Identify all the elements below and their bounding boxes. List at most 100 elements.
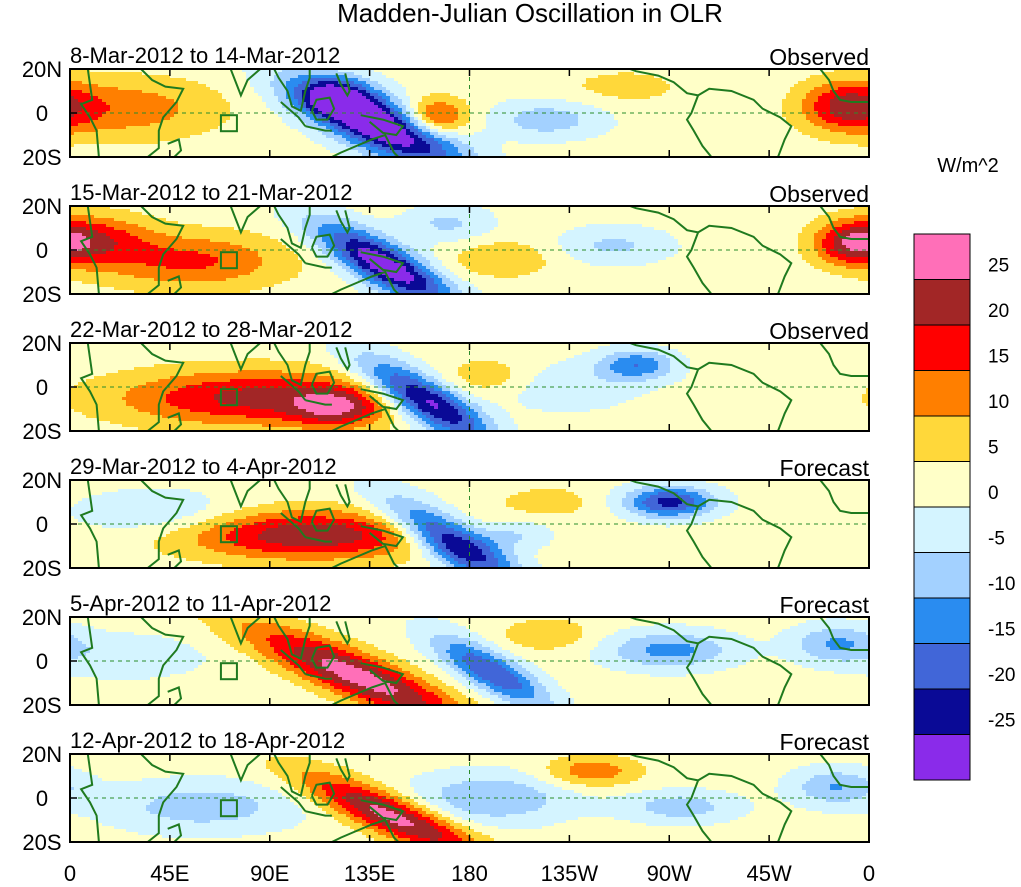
field-cell <box>98 144 103 148</box>
field-cell <box>354 93 359 97</box>
field-cell <box>638 69 643 73</box>
field-cell <box>206 129 211 133</box>
field-cell <box>554 81 559 85</box>
field-cell <box>70 117 75 121</box>
field-cell <box>590 141 595 145</box>
field-cell <box>502 84 507 88</box>
field-cell <box>518 150 523 154</box>
field-cell <box>510 93 515 97</box>
field-cell <box>90 81 95 85</box>
field-cell <box>270 72 275 76</box>
field-cell <box>238 75 243 79</box>
field-cell <box>626 84 631 88</box>
field-cell <box>418 150 423 154</box>
field-cell <box>634 144 639 148</box>
field-cell <box>474 153 479 157</box>
field-cell <box>554 90 559 94</box>
field-cell <box>158 153 163 157</box>
field-cell <box>282 132 287 136</box>
field-cell <box>722 132 727 136</box>
field-cell <box>490 72 495 76</box>
field-cell <box>386 99 391 103</box>
field-cell <box>90 102 95 106</box>
field-cell <box>642 78 647 82</box>
field-cell <box>490 102 495 106</box>
field-cell <box>82 69 87 73</box>
field-cell <box>274 108 279 112</box>
field-cell <box>666 99 671 103</box>
field-cell <box>322 114 327 118</box>
field-cell <box>222 93 227 97</box>
field-cell <box>270 93 275 97</box>
field-cell <box>474 105 479 109</box>
field-cell <box>186 69 191 73</box>
field-cell <box>682 96 687 100</box>
field-cell <box>154 93 159 97</box>
field-cell <box>442 111 447 115</box>
field-cell <box>170 96 175 100</box>
field-cell <box>242 72 247 76</box>
field-cell <box>398 90 403 94</box>
field-cell <box>438 87 443 91</box>
field-cell <box>246 138 251 142</box>
field-cell <box>186 117 191 121</box>
field-cell <box>250 123 255 127</box>
field-cell <box>550 114 555 118</box>
field-cell <box>442 141 447 145</box>
field-cell <box>722 69 727 73</box>
field-cell <box>210 114 215 118</box>
field-cell <box>470 75 475 79</box>
field-cell <box>586 153 591 157</box>
field-cell <box>502 96 507 100</box>
field-cell <box>314 108 319 112</box>
field-cell <box>214 153 219 157</box>
field-cell <box>698 102 703 106</box>
field-cell <box>174 132 179 136</box>
field-cell <box>294 123 299 127</box>
field-cell <box>454 75 459 79</box>
field-cell <box>302 84 307 88</box>
field-cell <box>82 90 87 94</box>
field-cell <box>506 147 511 151</box>
field-cell <box>106 135 111 139</box>
field-cell <box>538 72 543 76</box>
field-cell <box>510 87 515 91</box>
field-cell <box>634 111 639 115</box>
field-cell <box>398 117 403 121</box>
field-cell <box>566 147 571 151</box>
field-cell <box>466 69 471 73</box>
field-cell <box>90 150 95 154</box>
field-cell <box>374 141 379 145</box>
field-cell <box>322 141 327 145</box>
field-cell <box>382 78 387 82</box>
field-cell <box>414 141 419 145</box>
field-cell <box>470 81 475 85</box>
field-cell <box>450 96 455 100</box>
field-cell <box>242 75 247 79</box>
field-cell <box>114 93 119 97</box>
field-cell <box>574 87 579 91</box>
field-cell <box>642 120 647 124</box>
field-cell <box>562 126 567 130</box>
field-cell <box>390 87 395 91</box>
field-cell <box>266 111 271 115</box>
field-cell <box>374 105 379 109</box>
field-cell <box>626 93 631 97</box>
field-cell <box>558 108 563 112</box>
field-cell <box>358 126 363 130</box>
field-cell <box>726 69 731 73</box>
field-cell <box>206 78 211 82</box>
field-cell <box>290 150 295 154</box>
field-cell <box>382 93 387 97</box>
field-cell <box>158 93 163 97</box>
field-cell <box>574 72 579 76</box>
field-cell <box>646 84 651 88</box>
field-cell <box>458 129 463 133</box>
field-cell <box>354 126 359 130</box>
field-cell <box>554 114 559 118</box>
field-cell <box>102 120 107 124</box>
field-cell <box>286 138 291 142</box>
field-cell <box>190 150 195 154</box>
field-cell <box>366 108 371 112</box>
field-cell <box>474 78 479 82</box>
